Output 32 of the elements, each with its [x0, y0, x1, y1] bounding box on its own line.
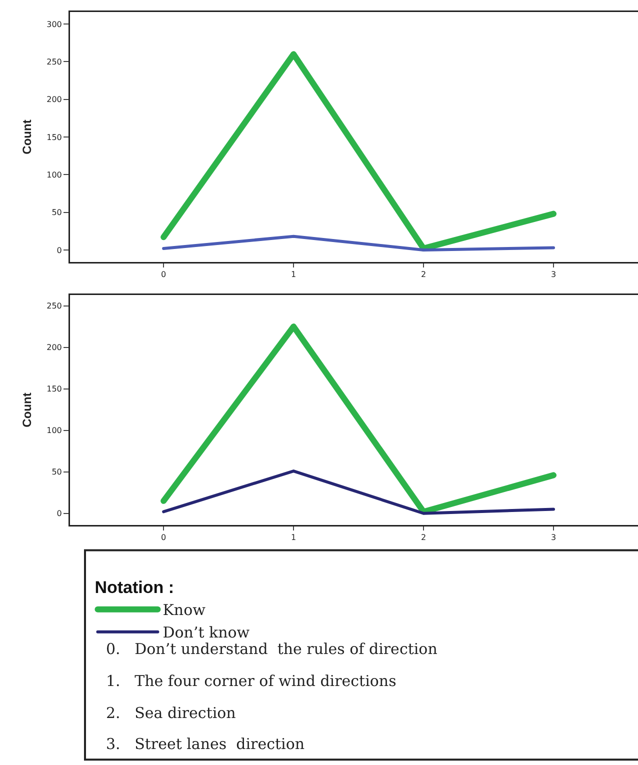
- text: 1. The four corner of wind directions: [106, 672, 396, 690]
- y-axis-title: Count: [20, 392, 34, 428]
- y-tick-label: 100: [46, 426, 62, 436]
- x-tick-label: 1: [291, 533, 296, 542]
- y-tick-label: 200: [46, 343, 62, 352]
- x-tick-label: 2: [420, 533, 426, 542]
- x-tick-label: 3: [550, 270, 556, 280]
- y-tick-label: 150: [46, 384, 62, 394]
- line-series: [162, 234, 556, 252]
- text: 2. Sea direction: [106, 704, 236, 722]
- x-tick-label: 3: [550, 533, 556, 542]
- y-tick-label: 250: [46, 58, 62, 66]
- y-tick-label: 50: [52, 468, 62, 477]
- x-tick-label: 0: [161, 533, 166, 542]
- y-tick-label: 300: [46, 20, 62, 29]
- x-tick-label: 0: [161, 270, 166, 280]
- line-series: [162, 470, 556, 515]
- y-tick-label: 100: [46, 170, 62, 180]
- y-tick-label: 150: [46, 132, 62, 142]
- y-tick-label: 0: [56, 246, 62, 255]
- legend-title: Notation :: [94, 578, 174, 598]
- legend-label: Don’t know: [162, 624, 250, 642]
- y-axis-title: Count: [20, 120, 34, 154]
- text: 0. Don’t understand the rules of direction: [106, 640, 438, 658]
- y-tick-label: 0: [56, 509, 62, 518]
- y-tick-label: 200: [46, 95, 62, 104]
- y-tick-label: 50: [52, 208, 62, 218]
- x-tick-label: 2: [420, 270, 426, 280]
- legend-label: Know: [162, 601, 206, 620]
- x-tick-label: 1: [291, 270, 296, 280]
- text: 3. Street lanes direction: [106, 735, 305, 753]
- y-tick-label: 250: [46, 302, 62, 311]
